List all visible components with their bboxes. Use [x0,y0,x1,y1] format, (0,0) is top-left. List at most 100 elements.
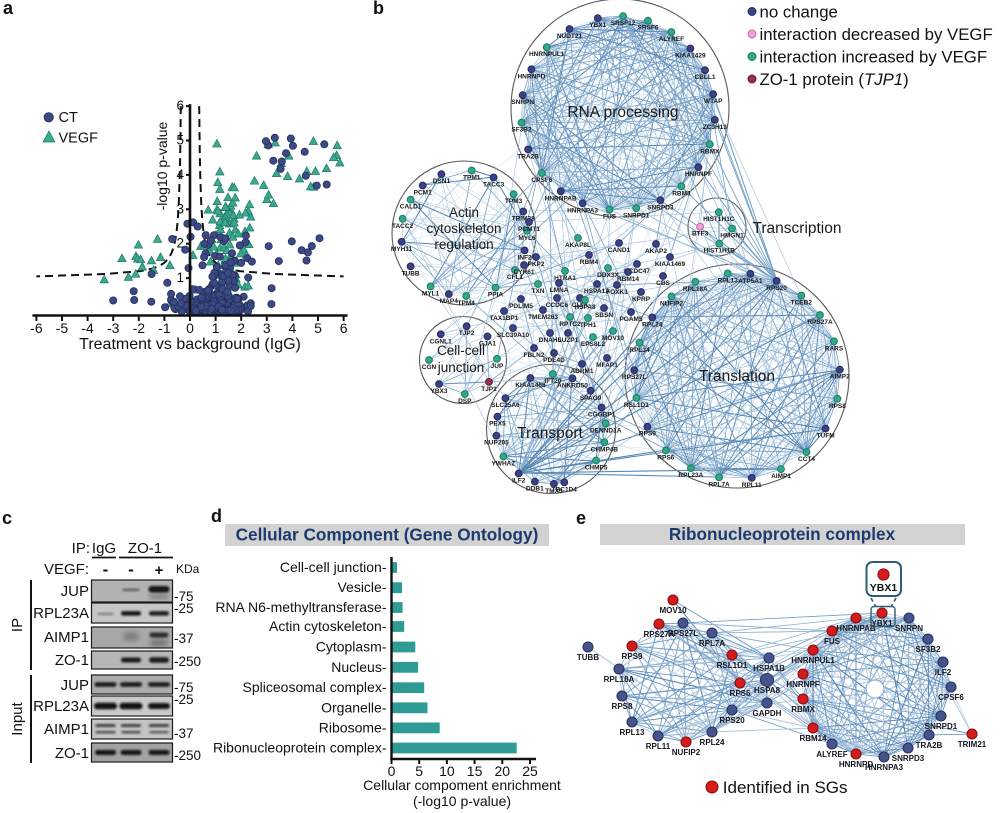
svg-text:ILF2: ILF2 [512,478,526,485]
svg-text:RBM4: RBM4 [580,259,599,266]
svg-text:CYR61: CYR61 [514,269,535,276]
svg-text:TUFM: TUFM [817,433,835,440]
svg-text:IFT20: IFT20 [544,378,561,385]
svg-text:Transcription: Transcription [752,220,841,237]
svg-text:RBM3: RBM3 [672,190,691,197]
svg-text:MAP4: MAP4 [440,298,458,305]
svg-text:RPL34: RPL34 [629,347,650,354]
svg-text:IgG: IgG [92,540,116,557]
svg-text:BTF3: BTF3 [692,231,709,238]
svg-text:PDE4D: PDE4D [543,357,565,364]
svg-text:TUBB: TUBB [577,653,599,662]
svg-text:RPS6: RPS6 [730,689,751,698]
svg-text:RPS8: RPS8 [829,403,846,410]
svg-text:SNRPN: SNRPN [895,624,923,633]
svg-text:+: + [155,562,164,579]
svg-text:regulation: regulation [434,237,493,252]
svg-text:RPS9: RPS9 [639,431,656,438]
svg-text:JUP: JUP [491,363,504,370]
svg-text:RBM14: RBM14 [799,734,827,743]
svg-text:5: 5 [314,320,322,336]
svg-text:TRA2B: TRA2B [517,154,539,161]
svg-text:RPS27A: RPS27A [643,630,674,639]
svg-text:25: 25 [522,763,538,779]
svg-text:TMEM263: TMEM263 [528,314,558,321]
svg-text:KIAA1468: KIAA1468 [515,382,546,389]
svg-text:RARS: RARS [825,345,844,352]
svg-text:DSP: DSP [458,398,472,405]
svg-text:LMNA: LMNA [550,287,569,294]
svg-text:FUS: FUS [824,637,841,646]
svg-text:RPS20: RPS20 [766,285,787,292]
svg-text:RBM14: RBM14 [617,276,639,283]
svg-text:RPL23A: RPL23A [678,472,703,479]
svg-text:PKP2: PKP2 [528,261,545,268]
svg-text:RPS27L: RPS27L [668,629,698,638]
svg-text:Organelle-: Organelle- [321,699,387,715]
svg-text:SBSN: SBSN [595,312,613,319]
svg-text:RPS9: RPS9 [622,652,643,661]
svg-text:HNRNPA3: HNRNPA3 [567,207,598,214]
svg-text:6: 6 [176,98,184,113]
svg-text:RSL1D1: RSL1D1 [624,402,649,409]
svg-text:3: 3 [176,201,184,216]
svg-text:Cellular Component (Gene Ontol: Cellular Component (Gene Ontology) [236,525,539,545]
svg-text:MYL1: MYL1 [422,290,440,297]
svg-text:AKAP2: AKAP2 [645,248,667,255]
svg-text:FBLN2: FBLN2 [524,352,545,359]
svg-text:YWHAZ: YWHAZ [491,461,515,468]
svg-text:HSPA8: HSPA8 [574,304,596,311]
svg-text:CPSF6: CPSF6 [938,693,964,702]
svg-text:Treatment vs background (IgG): Treatment vs background (IgG) [79,336,301,353]
svg-text:DENND1A: DENND1A [590,427,622,434]
svg-text:PCM1: PCM1 [414,190,432,197]
svg-text:JUP: JUP [61,583,89,600]
svg-text:SNRPD1: SNRPD1 [623,212,650,219]
svg-text:-25: -25 [174,692,194,707]
svg-text:4: 4 [176,167,184,182]
svg-text:Ribonucleoprotein complex-: Ribonucleoprotein complex- [213,740,387,756]
svg-text:RBMX: RBMX [791,705,815,714]
svg-text:Transport: Transport [517,425,583,442]
svg-text:HIST1H1C: HIST1H1C [703,216,735,223]
svg-text:CPSF6: CPSF6 [531,177,552,184]
svg-text:TACC2: TACC2 [392,223,414,230]
svg-text:HSPA1A: HSPA1A [584,288,610,295]
svg-text:IP: IP [9,618,26,632]
svg-text:GAPDH: GAPDH [753,709,782,718]
svg-text:RPS27A: RPS27A [807,319,833,326]
svg-text:HNRNPD: HNRNPD [839,760,873,769]
svg-text:CBLL1: CBLL1 [695,74,716,81]
svg-text:FOXK1: FOXK1 [606,289,628,296]
svg-text:ILF2: ILF2 [935,668,952,677]
svg-text:-37: -37 [174,726,194,741]
svg-text:-2: -2 [133,320,146,336]
svg-text:-75: -75 [174,589,194,604]
svg-text:HNRNPD: HNRNPD [517,73,545,80]
svg-text:HNRNPF: HNRNPF [685,171,712,178]
svg-text:TCEB2: TCEB2 [791,300,813,307]
svg-text:TXN: TXN [532,288,545,295]
svg-text:TAX1BP1: TAX1BP1 [490,315,519,322]
svg-text:RPL7A: RPL7A [699,639,725,648]
svg-text:TJP2: TJP2 [459,330,475,337]
svg-text:Identified in SGs: Identified in SGs [723,778,848,797]
svg-text:CCDC6: CCDC6 [546,302,569,309]
svg-text:-: - [128,560,134,579]
svg-text:-4: -4 [81,320,94,336]
svg-text:CCT4: CCT4 [798,456,815,463]
svg-text:interaction decreased by VEGF: interaction decreased by VEGF [760,25,993,44]
svg-text:CLTA: CLTA [572,302,589,309]
svg-text:KDa: KDa [176,562,200,576]
svg-text:YBX3: YBX3 [431,388,448,395]
svg-text:RPS20: RPS20 [719,716,745,725]
svg-text:HSPA8: HSPA8 [754,686,781,695]
svg-text:CBS: CBS [656,280,670,287]
svg-text:HNRNPAB: HNRNPAB [545,195,577,202]
svg-text:PPIA: PPIA [488,292,503,299]
svg-text:SNRPD3: SNRPD3 [647,204,674,211]
svg-text:TPM3: TPM3 [505,198,523,205]
svg-text:Translation: Translation [699,368,775,385]
svg-text:-37: -37 [174,631,194,646]
svg-text:AIMP1: AIMP1 [44,629,89,646]
